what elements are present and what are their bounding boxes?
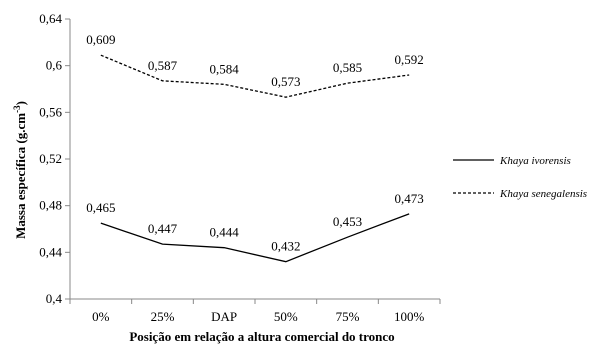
legend-label-khaya-ivorensis: Khaya ivorensis — [499, 155, 571, 167]
data-label-khaya-ivorensis: 0,465 — [86, 200, 115, 215]
y-axis-title: Massa específica (g.cm-3) — [12, 101, 28, 239]
x-axis-title: Posição em relação a altura comercial do… — [129, 329, 394, 344]
data-label-khaya-senegalensis: 0,587 — [148, 58, 178, 73]
data-label-khaya-ivorensis: 0,447 — [148, 221, 178, 236]
y-axis-title-sup: -3 — [12, 105, 22, 113]
legend-label-khaya-senegalensis: Khaya senegalensis — [499, 188, 587, 200]
y-tick-label: 0,52 — [39, 151, 62, 166]
data-label-khaya-senegalensis: 0,584 — [210, 61, 240, 76]
data-label-khaya-ivorensis: 0,432 — [271, 239, 300, 254]
data-label-khaya-senegalensis: 0,609 — [86, 32, 115, 47]
x-tick-label: DAP — [211, 309, 237, 324]
y-axis: 0,4 0,44 0,48 0,52 0,56 0,6 0,64 — [39, 11, 71, 306]
x-axis: 0% 25% DAP 50% 75% 100% — [69, 298, 441, 324]
series-line-khaya-senegalensis — [100, 54, 410, 98]
x-tick-label: 50% — [274, 309, 298, 324]
data-label-khaya-senegalensis: 0,585 — [333, 60, 362, 75]
data-label-khaya-ivorensis: 0,453 — [333, 214, 362, 229]
data-label-khaya-senegalensis: 0,592 — [395, 52, 424, 67]
x-tick-label: 75% — [336, 309, 360, 324]
series-line-khaya-ivorensis — [100, 213, 410, 263]
x-tick-label: 100% — [394, 309, 425, 324]
data-label-khaya-ivorensis: 0,444 — [210, 225, 240, 240]
series-layer — [100, 54, 410, 263]
data-label-khaya-senegalensis: 0,573 — [271, 74, 300, 89]
x-tick-label: 0% — [92, 309, 110, 324]
data-label-khaya-ivorensis: 0,473 — [395, 191, 424, 206]
data-labels: 0,465 0,447 0,444 0,432 0,453 0,473 0,609 0,587… — [86, 32, 424, 254]
legend: Khaya ivorensis Khaya senegalensis — [453, 155, 587, 200]
y-tick-label: 0,44 — [39, 244, 62, 259]
y-axis-title-main: Massa específica (g.cm — [13, 113, 28, 239]
y-axis-title-end: ) — [13, 101, 28, 105]
y-tick-label: 0,64 — [39, 11, 62, 26]
y-tick-label: 0,6 — [46, 58, 63, 73]
y-tick-label: 0,48 — [39, 198, 62, 213]
y-tick-label: 0,4 — [46, 291, 63, 306]
x-tick-label: 25% — [151, 309, 175, 324]
y-tick-label: 0,56 — [39, 104, 62, 119]
